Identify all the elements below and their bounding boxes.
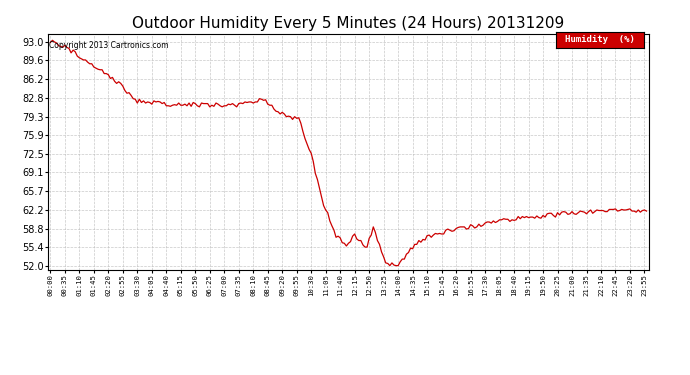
Text: Copyright 2013 Cartronics.com: Copyright 2013 Cartronics.com <box>49 41 168 50</box>
Title: Outdoor Humidity Every 5 Minutes (24 Hours) 20131209: Outdoor Humidity Every 5 Minutes (24 Hou… <box>132 16 564 31</box>
